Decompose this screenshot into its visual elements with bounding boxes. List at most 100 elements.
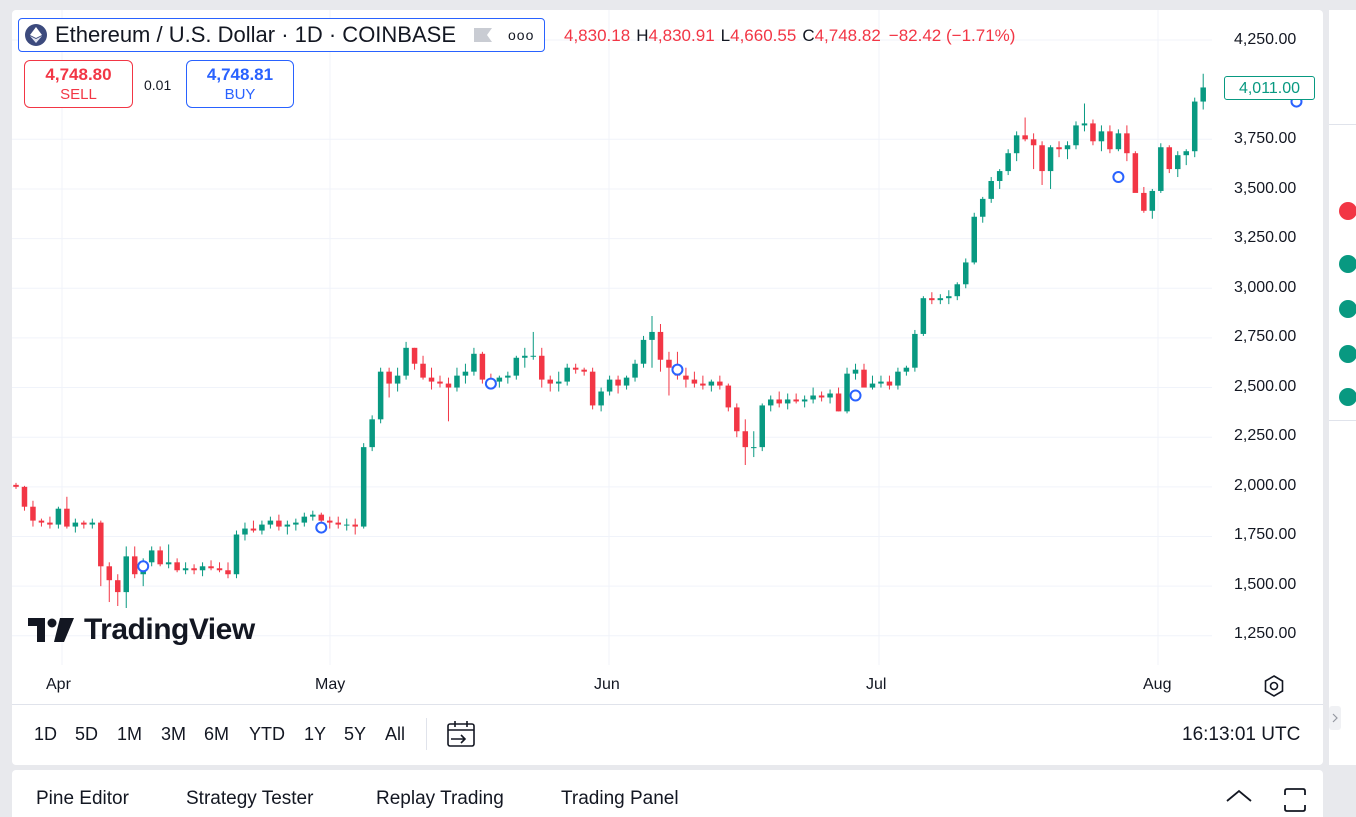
candle: [589, 367, 596, 410]
candle: [615, 375, 621, 394]
candle: [700, 375, 706, 390]
maximize-icon[interactable]: [1282, 786, 1308, 814]
candle: [920, 296, 927, 336]
candle: [946, 290, 952, 305]
event-marker[interactable]: [137, 560, 150, 573]
strip-divider: [1329, 124, 1356, 125]
candle: [1013, 131, 1020, 162]
tradingview-logo-text: TradingView: [84, 613, 255, 646]
sell-button[interactable]: 4,748.80 SELL: [24, 60, 133, 108]
candle: [683, 367, 689, 388]
range-6m-button[interactable]: 6M: [204, 724, 230, 744]
range-5y-button[interactable]: 5Y: [344, 724, 367, 744]
candle: [157, 546, 163, 567]
x-tick-aug: Aug: [1143, 676, 1172, 693]
strip-divider: [1329, 420, 1356, 421]
event-marker[interactable]: [1112, 171, 1125, 184]
tradingview-logo[interactable]: TradingView: [28, 613, 255, 647]
more-icon[interactable]: ooo: [508, 27, 535, 43]
range-3m-button[interactable]: 3M: [161, 724, 187, 744]
candle: [564, 363, 570, 386]
candle: [1098, 125, 1105, 152]
candle: [623, 375, 630, 390]
candle: [1141, 186, 1147, 213]
tab-pine-editor[interactable]: Pine Editor: [36, 788, 129, 809]
candle: [1191, 97, 1198, 158]
candle: [1081, 103, 1088, 132]
candle: [793, 393, 799, 404]
range-ytd-button[interactable]: YTD: [249, 724, 285, 744]
candle: [55, 506, 62, 529]
event-marker[interactable]: [315, 521, 328, 534]
candle: [98, 520, 104, 587]
sell-price: 4,748.80: [45, 65, 112, 84]
candle: [1132, 151, 1139, 193]
candle: [734, 403, 740, 438]
watchlist-indicator-green[interactable]: [1339, 300, 1356, 318]
candle: [1090, 119, 1096, 146]
candle: [131, 546, 138, 579]
candle: [293, 518, 299, 531]
candle: [1030, 133, 1037, 170]
candle: [64, 496, 70, 529]
symbol-legend[interactable]: Ethereum / U.S. Dollar · 1D · COINBASE o…: [18, 18, 546, 52]
candle: [403, 341, 409, 380]
event-marker[interactable]: [671, 363, 684, 376]
range-1m-button[interactable]: 1M: [117, 724, 143, 744]
watchlist-indicator-green[interactable]: [1339, 255, 1356, 273]
range-5d-button[interactable]: 5D: [75, 724, 99, 744]
candle: [861, 363, 867, 388]
candle: [835, 387, 842, 412]
range-all-button[interactable]: All: [385, 724, 406, 744]
candle: [394, 367, 401, 392]
range-1y-button[interactable]: 1Y: [304, 724, 327, 744]
candle: [759, 403, 765, 452]
go-to-date-icon[interactable]: [445, 720, 477, 748]
ohlc-close-key: C: [802, 26, 815, 45]
right-widget-strip[interactable]: [1329, 10, 1356, 765]
x-tick-jun: Jun: [594, 676, 620, 693]
watchlist-indicator-red[interactable]: [1339, 202, 1356, 220]
candle: [632, 359, 638, 382]
candle: [21, 485, 28, 511]
clock[interactable]: 16:13:01 UTC: [1182, 724, 1301, 745]
candle: [267, 516, 274, 529]
event-marker[interactable]: [849, 389, 862, 402]
buy-button[interactable]: 4,748.81 BUY: [186, 60, 294, 108]
collapse-handle-icon[interactable]: [1329, 706, 1341, 730]
candle: [929, 292, 935, 305]
candle: [1115, 129, 1122, 152]
ohlc-high: 4,830.91: [648, 26, 715, 45]
sell-label: SELL: [60, 86, 97, 103]
candle: [199, 562, 206, 577]
chart-panel[interactable]: Ethereum / U.S. Dollar · 1D · COINBASE o…: [12, 10, 1323, 765]
watchlist-indicator-green[interactable]: [1339, 345, 1356, 363]
settings-icon[interactable]: [1262, 674, 1286, 698]
bottom-panel[interactable]: Pine Editor Strategy Tester Replay Tradi…: [12, 770, 1323, 817]
flag-icon[interactable]: [474, 28, 492, 42]
watchlist-indicator-green[interactable]: [1339, 388, 1356, 406]
candle: [496, 375, 503, 388]
event-marker[interactable]: [484, 377, 497, 390]
candle: [301, 512, 308, 527]
tab-trading-panel[interactable]: Trading Panel: [561, 788, 679, 809]
candle: [810, 387, 816, 404]
candle: [284, 520, 291, 535]
tab-replay-trading[interactable]: Replay Trading: [376, 788, 504, 809]
candle: [123, 546, 129, 608]
x-tick-apr: Apr: [46, 676, 71, 693]
symbol-title[interactable]: Ethereum / U.S. Dollar · 1D · COINBASE: [55, 22, 456, 47]
y-tick: 3,750.00: [1234, 130, 1297, 147]
candle: [691, 371, 698, 388]
candle: [954, 282, 961, 301]
y-tick: 4,250.00: [1234, 31, 1297, 48]
price-chart[interactable]: [12, 10, 1323, 704]
chevron-up-icon[interactable]: [1224, 786, 1254, 806]
candle: [878, 375, 884, 388]
tab-strategy-tester[interactable]: Strategy Tester: [186, 788, 314, 809]
candle: [818, 391, 825, 402]
candle: [191, 564, 197, 575]
candle: [437, 375, 443, 388]
range-1d-button[interactable]: 1D: [34, 724, 58, 744]
candle: [606, 375, 613, 396]
